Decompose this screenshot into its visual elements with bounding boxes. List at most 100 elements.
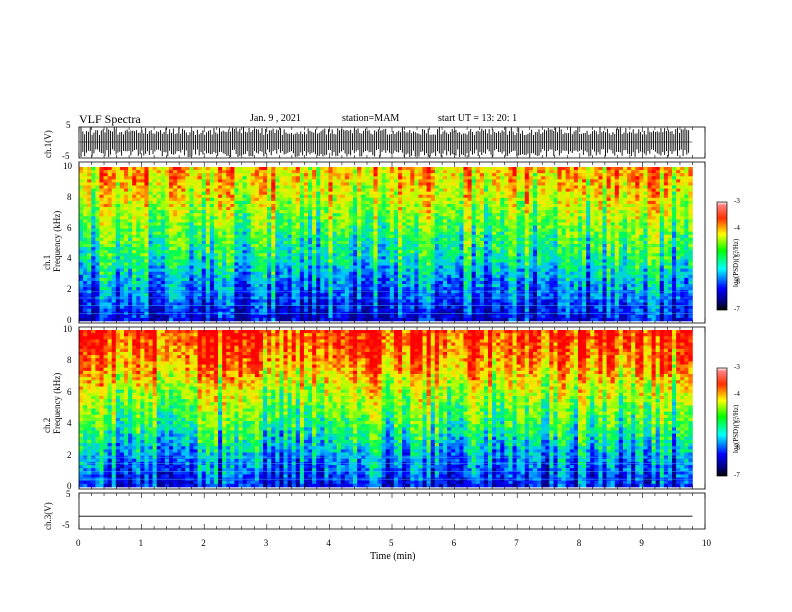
spectrogram-cell [336,259,342,263]
spectrogram-cell [164,216,170,220]
spectrogram-cell [385,280,391,285]
spectrogram-cell [103,237,108,242]
spectrogram-cell [418,188,423,192]
spectrogram-cell [164,250,170,254]
spectrogram-cell [410,253,415,257]
spectrogram-cell [426,185,432,189]
spectrogram-cell [303,256,309,260]
spectrogram-cell [144,244,149,248]
spectrogram-cell [426,305,432,309]
spectrogram-cell [226,280,231,285]
spectrogram-cell [406,231,411,236]
spectrogram-cell [226,231,231,236]
spectrogram-cell [140,317,145,322]
spectrogram-cell [344,302,350,306]
spectrogram-cell [279,274,284,279]
spectrogram-cell [308,182,313,186]
spectrogram-cell [426,287,432,291]
spectrogram-cell [107,207,113,211]
spectrogram-cell [406,207,411,211]
spectrogram-cell [201,191,207,196]
spectrogram-cell [410,265,415,269]
spectrogram-cell [451,194,456,199]
spectrogram-cell [295,293,301,297]
spectrogram-cell [209,284,215,288]
spectrogram-cell [422,253,427,257]
spectrogram-cell [353,188,358,192]
spectrogram-cell [209,308,215,313]
spectrogram-cell [144,170,149,174]
spectrogram-cell [295,219,301,223]
spectrogram-cell [246,200,252,205]
spectrogram-cell [377,213,382,217]
spectrogram-cell [218,271,223,276]
spectrogram-cell [226,250,231,254]
spectrogram-cell [295,274,301,279]
spectrogram-cell [430,299,436,303]
spectrogram-cell [83,234,88,239]
spectrogram-cell [398,200,403,205]
spectrogram-cell [226,194,231,199]
spectrogram-cell [336,194,342,199]
spectrogram-cell [361,179,366,183]
spectrogram-cell [91,207,96,211]
spectrogram-cell [275,250,280,254]
spectrogram-cell [295,287,301,291]
spectrogram-cell [83,203,88,208]
spectrogram-cell [291,274,297,279]
spectrogram-cell [238,228,243,232]
spectrogram-cell [230,185,235,189]
spectrogram-cell [205,247,211,251]
spectrogram-cell [173,314,178,319]
spectrogram-cell [303,231,309,236]
spectrogram-cell [434,274,440,279]
spectrogram-cell [418,173,423,177]
spectrogram-cell [344,222,350,226]
spectrogram-cell [443,253,448,257]
spectrogram-cell [140,170,145,174]
spectrogram-cell [299,231,305,236]
spectrogram-cell [99,237,104,242]
spectrogram-cell [332,167,337,171]
spectrogram-cell [393,284,399,288]
spectrogram-cell [123,244,129,248]
spectrogram-cell [173,234,178,239]
spectrogram-cell [144,173,149,177]
spectrogram-cell [303,219,309,223]
spectrogram-cell [168,240,174,245]
spectrogram-cell [164,188,170,192]
spectrogram-cell [263,216,268,220]
spectrogram-cell [316,203,321,208]
spectrogram-cell [218,216,223,220]
spectrogram-cell [348,308,354,313]
spectrogram-cell [418,247,423,251]
spectrogram-cell [107,259,113,263]
spectrogram-cell [365,182,370,186]
spectrogram-cell [369,200,374,205]
spectrogram-cell [451,265,456,269]
spectrogram-cell [160,188,166,192]
spectrogram-cell [381,182,387,186]
spectrogram-cell [373,265,378,269]
spectrogram-cell [283,271,288,276]
spectrogram-cell [398,253,403,257]
spectrogram-cell [410,231,415,236]
spectrogram-cell [389,182,395,186]
spectrogram-cell [160,219,166,223]
spectrogram-cell [344,305,350,309]
spectrogram-cell [283,274,288,279]
spectrogram-cell [222,170,227,174]
spectrogram-cell [103,265,108,269]
spectrogram-cell [218,274,223,279]
spectrogram-cell [128,274,133,279]
spectrogram-cell [152,173,158,177]
spectrogram-cell [132,173,137,177]
spectrogram-cell [402,225,407,229]
spectrogram-cell [222,188,227,192]
spectrogram-cell [336,314,342,319]
spectrogram-cell [173,228,178,232]
spectrogram-cell [144,253,149,257]
spectrogram-cell [230,207,235,211]
spectrogram-cell [152,203,158,208]
spectrogram-cell [242,228,247,232]
